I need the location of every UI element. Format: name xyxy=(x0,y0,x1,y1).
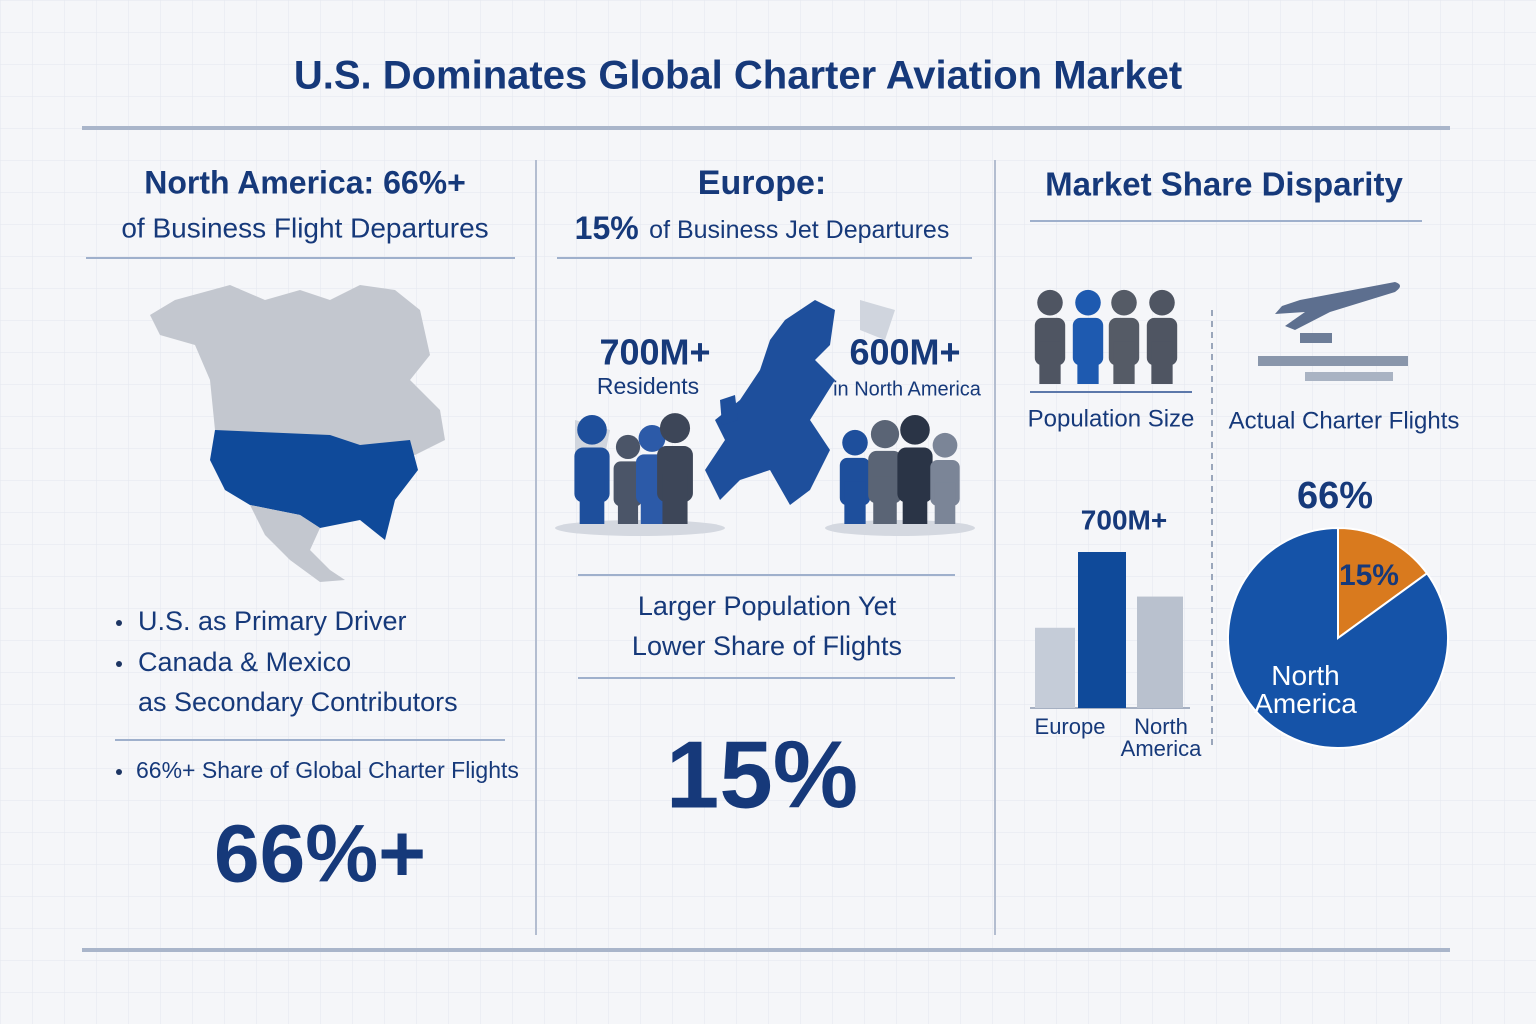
person-legs xyxy=(902,474,928,524)
bar xyxy=(1078,552,1126,708)
category-label: North America xyxy=(1120,716,1202,761)
canada-shape xyxy=(150,285,445,455)
person-head xyxy=(1075,289,1101,316)
section-heading: North America: 66%+ xyxy=(144,164,466,200)
bullet-text: as Secondary Contributors xyxy=(138,687,458,717)
north-america-map xyxy=(150,285,445,582)
speed-strip xyxy=(1300,333,1332,343)
person-legs xyxy=(1039,341,1061,384)
person-legs xyxy=(1077,341,1099,384)
person-legs xyxy=(873,476,897,524)
person-legs xyxy=(662,473,688,524)
slice-category: North America xyxy=(1254,662,1357,720)
person-head xyxy=(1149,289,1175,316)
subheading-text: of Business Jet Departures xyxy=(649,216,949,244)
share-note: 66%+ Share of Global Charter Flights xyxy=(136,757,519,783)
person-legs xyxy=(934,482,956,524)
pie-slice xyxy=(1226,526,1449,749)
section-subheading: of Business Flight Departures xyxy=(121,212,488,243)
bullet xyxy=(116,769,122,775)
bullet-text: U.S. as Primary Driver xyxy=(138,606,407,636)
pie-slice xyxy=(1337,526,1429,640)
stat-label: Residents xyxy=(597,373,699,399)
stat: 600M+ xyxy=(849,332,960,373)
person-legs xyxy=(1151,341,1173,384)
section-subheading: 15% of Business Jet Departures xyxy=(575,210,950,246)
person-head xyxy=(638,424,666,452)
europe-shape xyxy=(705,300,835,505)
person-head xyxy=(659,413,691,444)
icon-label: Actual Charter Flights xyxy=(1229,407,1460,434)
category-label-box: Europe xyxy=(1034,716,1106,739)
person-legs xyxy=(1113,341,1135,384)
section-heading: Market Share Disparity xyxy=(1045,166,1403,203)
speed-strip xyxy=(1305,372,1393,381)
person-head xyxy=(932,432,958,458)
person-legs xyxy=(579,474,605,524)
subheading-stat: 15% xyxy=(575,210,639,246)
value-label: 700M+ xyxy=(1081,504,1167,535)
category-label: Europe xyxy=(1034,716,1106,739)
person-legs xyxy=(617,483,639,524)
europe-map xyxy=(575,300,895,505)
section-heading: Europe: xyxy=(698,164,826,202)
bar xyxy=(1137,596,1183,708)
bullet xyxy=(116,620,122,626)
person-head xyxy=(900,415,930,445)
bar xyxy=(1035,627,1075,708)
bullet xyxy=(116,661,122,667)
page-title: U.S. Dominates Global Charter Aviation M… xyxy=(294,54,1182,98)
caption: Lower Share of Flights xyxy=(632,631,902,661)
icon-label: Population Size xyxy=(1028,405,1195,432)
person-head xyxy=(577,415,607,445)
speed-strip xyxy=(1258,356,1408,366)
bullet-text: Canada & Mexico xyxy=(138,647,351,677)
category-label-box: North America xyxy=(1120,716,1202,761)
person-head xyxy=(615,434,641,460)
person-head xyxy=(842,429,868,456)
slice-label: 15% xyxy=(1339,559,1399,592)
person-head xyxy=(870,420,900,449)
big-stat: 66%+ xyxy=(214,809,426,900)
plane-icon xyxy=(1258,282,1408,381)
map-decoration xyxy=(575,300,895,480)
person-head xyxy=(1111,289,1137,316)
pie-title: 66% xyxy=(1297,475,1373,517)
uk-shape xyxy=(720,395,738,425)
big-stat: 15% xyxy=(666,721,858,828)
caption: Larger Population Yet xyxy=(638,591,897,621)
slice-category-box: North America xyxy=(1254,662,1357,720)
stat: 700M+ xyxy=(599,332,710,373)
person-head xyxy=(1037,289,1063,316)
mexico-shape xyxy=(250,505,345,582)
usa-shape xyxy=(210,430,418,540)
plane-shape xyxy=(1275,282,1400,330)
stat-label: in North America xyxy=(833,378,982,400)
person-legs xyxy=(844,481,866,524)
